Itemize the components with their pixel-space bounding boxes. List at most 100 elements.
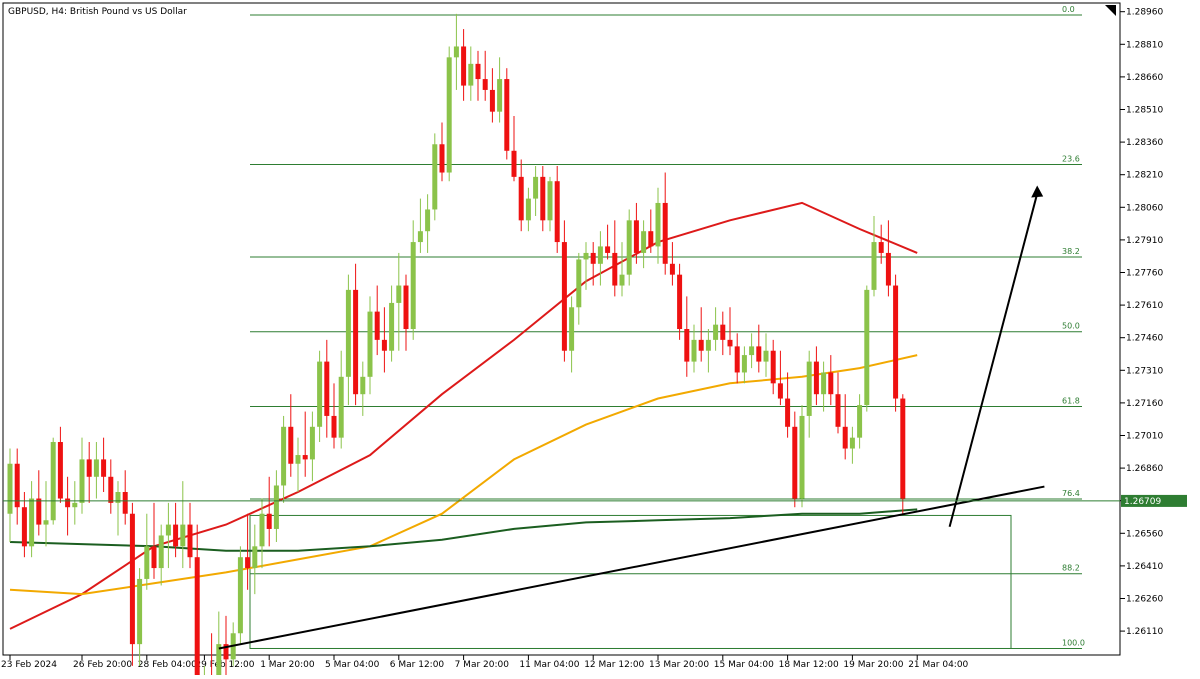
candle-body[interactable] [288, 426, 294, 464]
candle-body[interactable] [410, 242, 416, 329]
candle-body[interactable] [705, 339, 711, 351]
candle-body[interactable] [86, 459, 92, 477]
candle-body[interactable] [741, 355, 747, 373]
candle-body[interactable] [173, 524, 179, 547]
candle-body[interactable] [36, 498, 42, 525]
candle-body[interactable] [475, 63, 481, 80]
candle-body[interactable] [79, 459, 85, 503]
candle-body[interactable] [331, 415, 337, 438]
moving-average-line[interactable] [9, 201, 918, 630]
candle-body[interactable] [425, 209, 431, 232]
candle-body[interactable] [353, 289, 359, 395]
candle-body[interactable] [137, 578, 143, 645]
candle-body[interactable] [317, 361, 323, 427]
candle-body[interactable] [842, 426, 848, 449]
candle-body[interactable] [763, 350, 769, 362]
candle-body[interactable] [511, 150, 517, 177]
candle-body[interactable] [43, 520, 49, 525]
candle-body[interactable] [396, 285, 402, 303]
candle-body[interactable] [29, 498, 35, 547]
moving-average-line[interactable] [9, 508, 918, 552]
candle-body[interactable] [302, 455, 308, 460]
candle-body[interactable] [144, 546, 150, 579]
support-trendline[interactable] [218, 485, 1045, 650]
candle-body[interactable] [828, 372, 834, 395]
candle-body[interactable] [864, 289, 870, 406]
candle-body[interactable] [540, 176, 546, 221]
candle-body[interactable] [266, 513, 272, 529]
candle-body[interactable] [158, 535, 164, 569]
candle-body[interactable] [273, 485, 279, 529]
candle-body[interactable] [439, 144, 445, 173]
candle-body[interactable] [597, 246, 603, 264]
candle-body[interactable] [223, 644, 229, 660]
candle-body[interactable] [590, 252, 596, 264]
candle-body[interactable] [605, 246, 611, 253]
candle-body[interactable] [108, 476, 114, 503]
candle-body[interactable] [122, 492, 128, 514]
candle-body[interactable] [65, 498, 71, 508]
candle-body[interactable] [821, 372, 827, 395]
candle-body[interactable] [489, 89, 495, 112]
candle-body[interactable] [93, 459, 99, 477]
candle-body[interactable] [101, 459, 107, 477]
candle-body[interactable] [857, 405, 863, 438]
candle-body[interactable] [497, 79, 503, 112]
candle-body[interactable] [792, 426, 798, 499]
candle-body[interactable] [180, 524, 186, 547]
candle-body[interactable] [482, 79, 488, 90]
candle-body[interactable] [547, 181, 553, 221]
candle-body[interactable] [468, 63, 474, 86]
candle-body[interactable] [309, 426, 315, 460]
candle-body[interactable] [461, 46, 467, 86]
candle-body[interactable] [72, 502, 78, 508]
candle-body[interactable] [561, 242, 567, 351]
candle-body[interactable] [662, 202, 668, 264]
candle-body[interactable] [691, 339, 697, 362]
candle-body[interactable] [720, 324, 726, 340]
candle-body[interactable] [389, 302, 395, 351]
candle-body[interactable] [777, 383, 783, 399]
candle-body[interactable] [885, 252, 891, 286]
candle-body[interactable] [734, 346, 740, 373]
candle-body[interactable] [612, 252, 618, 286]
candle-body[interactable] [626, 220, 632, 275]
candle-body[interactable] [770, 350, 776, 384]
candle-body[interactable] [57, 442, 63, 499]
candle-body[interactable] [504, 79, 510, 151]
candle-body[interactable] [749, 346, 755, 356]
candle-body[interactable] [677, 274, 683, 329]
corner-toggle-icon[interactable] [1105, 5, 1116, 16]
candle-body[interactable] [900, 398, 906, 499]
candle-body[interactable] [345, 289, 351, 377]
candle-body[interactable] [518, 176, 524, 221]
candle-body[interactable] [813, 361, 819, 395]
candle-body[interactable] [893, 285, 899, 399]
candle-body[interactable] [324, 361, 330, 416]
candle-body[interactable] [554, 181, 560, 243]
candle-body[interactable] [648, 231, 654, 247]
candle-body[interactable] [115, 492, 121, 503]
candle-body[interactable] [453, 46, 459, 58]
moving-average-line[interactable] [9, 354, 918, 596]
candle-body[interactable] [727, 339, 733, 347]
candle-body[interactable] [216, 644, 222, 679]
candle-body[interactable] [252, 546, 258, 569]
candle-body[interactable] [432, 144, 438, 210]
projection-arrow[interactable] [948, 193, 1039, 528]
candle-body[interactable] [417, 231, 423, 243]
candle-body[interactable] [655, 202, 661, 247]
candle-body[interactable] [194, 557, 200, 679]
candle-body[interactable] [360, 376, 366, 395]
candle-body[interactable] [381, 339, 387, 351]
candle-body[interactable] [237, 557, 243, 634]
candle-body[interactable] [633, 220, 639, 253]
candle-body[interactable] [7, 463, 13, 514]
candle-body[interactable] [806, 361, 812, 416]
candle-body[interactable] [245, 557, 251, 569]
candle-body[interactable] [151, 546, 157, 569]
candle-body[interactable] [684, 329, 690, 362]
candle-body[interactable] [129, 513, 135, 645]
candle-body[interactable] [583, 252, 589, 260]
